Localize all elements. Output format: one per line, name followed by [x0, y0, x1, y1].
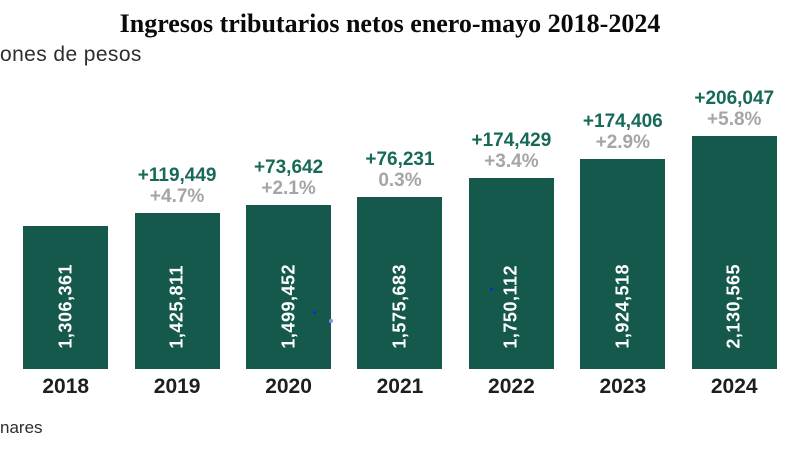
bar-column-2019: +119,449 +4.7% 1,425,811: [121, 0, 232, 369]
bar-column-2021: +76,231 0.3% 1,575,683: [344, 0, 455, 369]
bar-column-2024: +206,047 +5.8% 2,130,565: [679, 0, 790, 369]
growth-delta-label: +174,406: [582, 111, 663, 132]
chart-title: Ingresos tributarios netos enero-mayo 20…: [119, 9, 661, 38]
blue-dot-artifact: [329, 319, 333, 323]
bar-column-2018: 1,306,361: [10, 0, 121, 369]
growth-delta-label: +119,449: [137, 165, 217, 186]
year-label-2018: 2018: [42, 375, 90, 398]
annotation-2022: +174,429 +3.4%: [472, 130, 552, 172]
growth-pct-label: 0.3%: [378, 170, 422, 191]
growth-delta-label: +73,642: [253, 157, 324, 178]
annotation-2024: +206,047 +5.8%: [694, 88, 774, 130]
growth-pct-label: +5.8%: [707, 109, 762, 130]
growth-pct-label: +2.9%: [595, 132, 651, 153]
bar-value-label: 1,306,361: [55, 264, 76, 349]
blue-dot-artifact: [490, 288, 493, 291]
x-axis-labels: 2018 2019 2020 2021 2022 2023 2024: [10, 374, 790, 400]
growth-delta-label: +76,231: [365, 149, 435, 170]
annotation-2021: +76,231 0.3%: [365, 149, 434, 191]
bar-value-label: 1,575,683: [389, 264, 410, 349]
growth-delta-label: +206,047: [694, 88, 775, 109]
bar-2022: 1,750,112: [468, 178, 554, 369]
bar-2024: 2,130,565: [691, 136, 777, 369]
growth-delta-label: +174,429: [471, 130, 552, 151]
bar-column-2023: +174,406 +2.9% 1,924,518: [567, 0, 678, 369]
annotation-2020: +73,642 +2.1%: [254, 157, 323, 199]
bar-value-label: 2,130,565: [723, 264, 744, 349]
year-label-2020: 2020: [265, 375, 312, 398]
year-label-2019: 2019: [153, 375, 201, 398]
growth-pct-label: +2.1%: [261, 178, 316, 199]
bar-column-2022: +174,429 +3.4% 1,750,112: [456, 0, 567, 369]
footnote: nares: [0, 418, 43, 437]
bar-2023: 1,924,518: [580, 159, 666, 369]
blue-dot-artifact: [313, 311, 316, 314]
growth-pct-label: +3.4%: [484, 151, 539, 172]
bar-value-label: 1,750,112: [500, 265, 521, 349]
year-label-2024: 2024: [710, 375, 758, 398]
year-label-2021: 2021: [376, 375, 424, 398]
annotation-2023: +174,406 +2.9%: [583, 111, 663, 153]
units-label: ones de pesos: [0, 43, 142, 66]
bar-2021: 1,575,683: [357, 197, 443, 369]
annotation-2019: +119,449 +4.7%: [138, 165, 217, 207]
growth-pct-label: +4.7%: [149, 186, 205, 207]
bar-value-label: 1,425,811: [166, 265, 187, 349]
bar-value-label: 1,924,518: [612, 264, 633, 349]
year-label-2022: 2022: [488, 375, 535, 398]
bar-value-label: 1,499,452: [278, 264, 299, 349]
plot-area: 1,306,361 +119,449 +4.7% 1,425,811 +73,6…: [10, 0, 790, 369]
bar-2019: 1,425,811: [134, 213, 220, 369]
bar-2020: 1,499,452: [246, 205, 332, 369]
year-label-2023: 2023: [599, 375, 647, 398]
bar-column-2020: +73,642 +2.1% 1,499,452: [233, 0, 344, 369]
bar-2018: 1,306,361: [23, 226, 109, 369]
